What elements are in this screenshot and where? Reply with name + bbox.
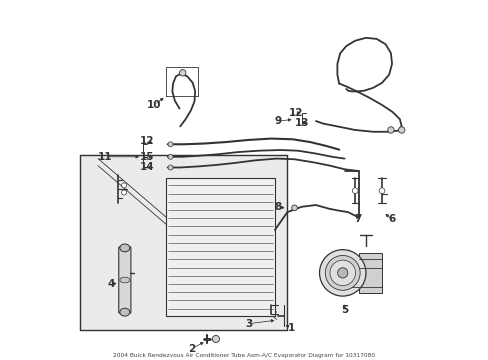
Circle shape — [168, 165, 173, 170]
Text: 7: 7 — [354, 214, 361, 224]
Bar — [165, 178, 274, 316]
Text: 1: 1 — [287, 323, 294, 333]
Circle shape — [352, 188, 357, 194]
Circle shape — [122, 190, 126, 195]
Circle shape — [378, 188, 384, 194]
Circle shape — [398, 127, 404, 133]
Text: 13: 13 — [294, 118, 308, 128]
Text: 11: 11 — [98, 152, 112, 162]
Circle shape — [179, 69, 185, 76]
Ellipse shape — [120, 244, 130, 252]
Circle shape — [212, 336, 219, 342]
Text: 8: 8 — [274, 202, 282, 212]
Circle shape — [329, 260, 355, 285]
Circle shape — [168, 154, 173, 159]
Text: 6: 6 — [387, 214, 395, 224]
Text: 2: 2 — [188, 343, 195, 354]
FancyBboxPatch shape — [119, 247, 131, 313]
Text: 4: 4 — [108, 279, 115, 289]
Text: 12: 12 — [140, 136, 154, 146]
Ellipse shape — [120, 308, 130, 316]
Circle shape — [387, 127, 393, 133]
Circle shape — [319, 249, 365, 296]
Text: 14: 14 — [140, 162, 154, 172]
Text: 15: 15 — [140, 152, 154, 162]
Text: 3: 3 — [245, 319, 252, 329]
Circle shape — [291, 205, 297, 211]
Polygon shape — [80, 155, 287, 330]
Circle shape — [122, 183, 126, 188]
Circle shape — [337, 268, 347, 278]
Text: 12: 12 — [288, 108, 303, 118]
Circle shape — [325, 256, 360, 290]
Bar — [358, 253, 382, 293]
Circle shape — [168, 142, 173, 147]
Text: 5: 5 — [340, 305, 347, 315]
Text: 2004 Buick Rendezvous Air Conditioner Tube Asm-A/C Evaporator Diagram for 103170: 2004 Buick Rendezvous Air Conditioner Tu… — [113, 353, 375, 358]
Ellipse shape — [120, 277, 130, 283]
Text: 10: 10 — [147, 100, 162, 110]
Text: 9: 9 — [274, 116, 282, 126]
